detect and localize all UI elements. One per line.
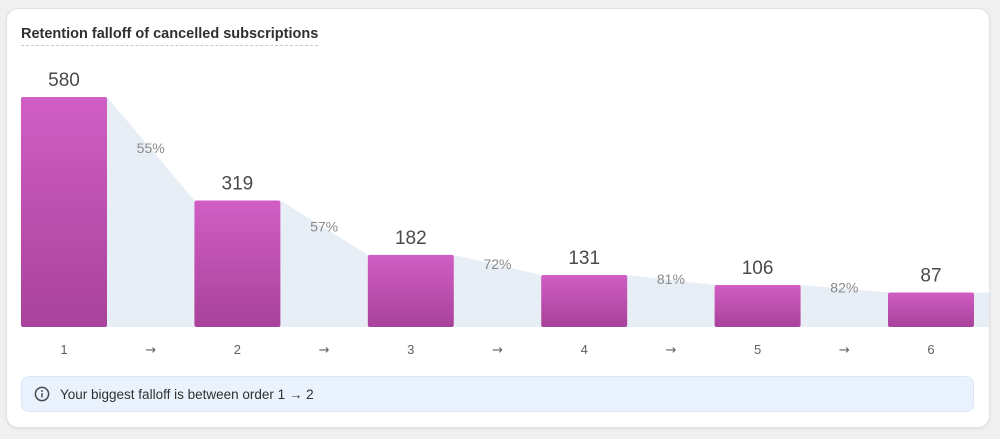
arrow-right-icon: → [839,343,850,358]
retention-falloff-card: Retention falloff of cancelled subscript… [6,8,990,428]
falloff-area-tail [974,292,989,327]
x-tick-label: 3 [407,342,414,357]
bar-order-5[interactable] [714,284,801,327]
info-circle-icon [33,385,51,403]
x-tick-label: 6 [927,342,934,357]
arrow-right-icon: → [665,343,676,358]
bar-value-label: 580 [48,70,80,91]
step-percentage-label: 55% [137,140,165,156]
x-tick-label: 4 [581,342,588,357]
falloff-area [800,284,888,327]
bar-order-6[interactable] [888,292,974,328]
bar-value-label: 87 [920,266,941,287]
x-tick-label: 5 [754,342,761,357]
arrow-right-icon: → [145,343,156,358]
bar-value-label: 182 [395,228,427,249]
step-percentage-label: 57% [310,219,338,235]
x-tick-label: 1 [60,342,67,357]
arrow-right-icon: → [492,343,503,358]
insight-banner: Your biggest falloff is between order 1 … [21,376,974,412]
x-tick-label: 2 [234,342,241,357]
bar-value-label: 131 [568,248,600,269]
bar-order-3[interactable] [367,254,454,327]
falloff-area [280,200,368,327]
insight-text: Your biggest falloff is between order 1 … [60,386,314,402]
bar-order-2[interactable] [194,200,281,328]
retention-falloff-chart: 580 319 182 131 106 87 55% 57% 72% 81% 82% 1 → 2 → 3 → 4 →… [21,70,989,358]
card-title[interactable]: Retention falloff of cancelled subscript… [21,26,319,46]
falloff-area [107,97,195,327]
falloff-area [627,275,715,327]
bar-value-label: 106 [742,258,774,279]
bar-value-label: 319 [222,174,254,195]
bar-order-1[interactable] [21,97,107,327]
step-percentage-label: 81% [657,271,685,287]
bar-order-4[interactable] [541,275,628,327]
step-percentage-label: 82% [830,280,858,296]
step-percentage-label: 72% [483,256,511,272]
arrow-right-icon: → [319,343,330,358]
falloff-area [453,254,542,327]
